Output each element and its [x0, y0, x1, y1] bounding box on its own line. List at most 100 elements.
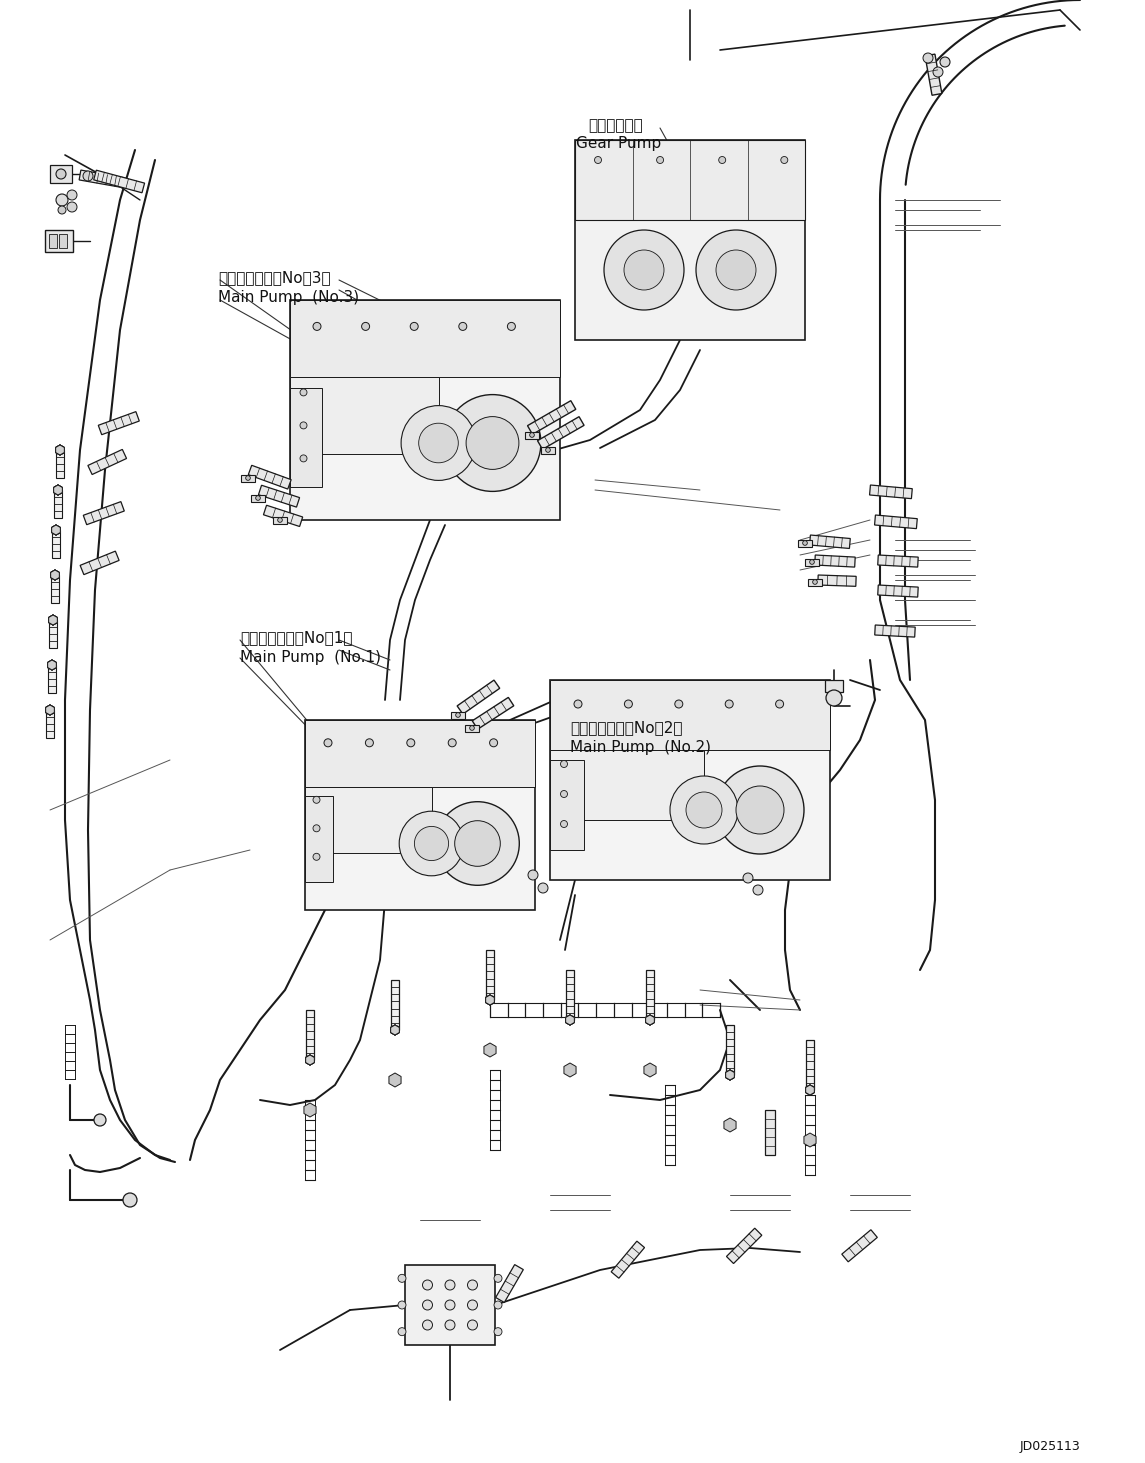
- Polygon shape: [646, 1015, 654, 1026]
- Polygon shape: [806, 1086, 814, 1094]
- Polygon shape: [88, 449, 127, 474]
- Circle shape: [448, 739, 456, 746]
- Polygon shape: [390, 980, 398, 1030]
- Polygon shape: [611, 1241, 645, 1279]
- Polygon shape: [56, 445, 64, 455]
- Polygon shape: [52, 525, 61, 535]
- Polygon shape: [56, 445, 64, 455]
- Circle shape: [467, 1320, 477, 1330]
- Circle shape: [365, 739, 373, 746]
- Polygon shape: [52, 530, 60, 557]
- Circle shape: [826, 691, 842, 707]
- Polygon shape: [54, 486, 62, 494]
- Polygon shape: [818, 575, 856, 587]
- Polygon shape: [726, 1069, 734, 1080]
- Circle shape: [624, 699, 632, 708]
- Circle shape: [775, 699, 783, 708]
- Polygon shape: [869, 486, 913, 499]
- Polygon shape: [84, 502, 125, 525]
- Circle shape: [594, 157, 601, 164]
- Circle shape: [753, 885, 763, 895]
- Circle shape: [674, 699, 682, 708]
- Polygon shape: [566, 1015, 575, 1026]
- Polygon shape: [50, 571, 60, 579]
- Polygon shape: [52, 525, 61, 535]
- Polygon shape: [815, 554, 855, 568]
- Circle shape: [58, 206, 66, 214]
- Circle shape: [574, 699, 582, 708]
- Bar: [540, 446, 555, 454]
- Polygon shape: [48, 660, 56, 670]
- Polygon shape: [765, 1110, 775, 1154]
- Polygon shape: [726, 1227, 761, 1264]
- Circle shape: [466, 417, 519, 470]
- Polygon shape: [49, 614, 57, 625]
- Bar: [305, 787, 432, 853]
- Polygon shape: [389, 1072, 401, 1087]
- Text: Main Pump  (No.3): Main Pump (No.3): [218, 290, 360, 304]
- Polygon shape: [46, 705, 54, 715]
- Polygon shape: [94, 170, 144, 193]
- Circle shape: [810, 560, 814, 565]
- Circle shape: [56, 170, 66, 178]
- Circle shape: [455, 821, 500, 866]
- Polygon shape: [54, 486, 62, 494]
- Polygon shape: [390, 1026, 400, 1034]
- Polygon shape: [306, 1055, 315, 1065]
- Circle shape: [300, 455, 307, 462]
- Circle shape: [362, 322, 370, 331]
- Polygon shape: [52, 525, 61, 535]
- Polygon shape: [303, 1103, 316, 1116]
- Polygon shape: [806, 1086, 814, 1094]
- Polygon shape: [306, 1009, 314, 1061]
- Circle shape: [459, 322, 467, 331]
- Circle shape: [313, 322, 321, 331]
- Polygon shape: [646, 1015, 654, 1026]
- Polygon shape: [496, 1264, 523, 1302]
- Circle shape: [493, 1327, 502, 1336]
- Bar: [251, 494, 264, 502]
- Circle shape: [419, 423, 458, 462]
- Polygon shape: [875, 625, 915, 636]
- Circle shape: [719, 157, 726, 164]
- Polygon shape: [49, 614, 57, 625]
- Bar: [305, 796, 332, 882]
- Bar: [798, 540, 812, 547]
- Circle shape: [398, 1274, 406, 1283]
- Polygon shape: [263, 505, 302, 527]
- Polygon shape: [306, 1055, 315, 1065]
- Circle shape: [530, 433, 535, 437]
- Circle shape: [300, 389, 307, 396]
- Circle shape: [406, 739, 414, 746]
- Polygon shape: [56, 445, 64, 455]
- Circle shape: [507, 322, 515, 331]
- Circle shape: [313, 853, 319, 860]
- Circle shape: [546, 448, 551, 452]
- Polygon shape: [806, 1086, 814, 1094]
- Polygon shape: [306, 1055, 315, 1065]
- Polygon shape: [46, 705, 54, 715]
- Polygon shape: [726, 1069, 734, 1080]
- Bar: [550, 680, 830, 881]
- Bar: [405, 1265, 495, 1344]
- Polygon shape: [646, 1015, 654, 1026]
- Polygon shape: [306, 1055, 315, 1065]
- Polygon shape: [46, 705, 54, 715]
- Polygon shape: [54, 486, 62, 494]
- Text: ギャーポンプ: ギャーポンプ: [589, 119, 642, 133]
- Circle shape: [803, 541, 807, 546]
- Polygon shape: [646, 1015, 654, 1026]
- Polygon shape: [56, 451, 64, 478]
- Bar: [550, 759, 584, 850]
- Circle shape: [725, 699, 733, 708]
- Text: メインポンプ（No．2）: メインポンプ（No．2）: [570, 720, 682, 734]
- Circle shape: [605, 230, 684, 310]
- Bar: [49, 234, 57, 249]
- Circle shape: [423, 1280, 433, 1290]
- Polygon shape: [259, 486, 300, 508]
- Text: Main Pump  (No.1): Main Pump (No.1): [240, 650, 381, 666]
- Circle shape: [324, 739, 332, 746]
- Polygon shape: [457, 680, 499, 714]
- Circle shape: [490, 739, 498, 746]
- Polygon shape: [79, 170, 125, 187]
